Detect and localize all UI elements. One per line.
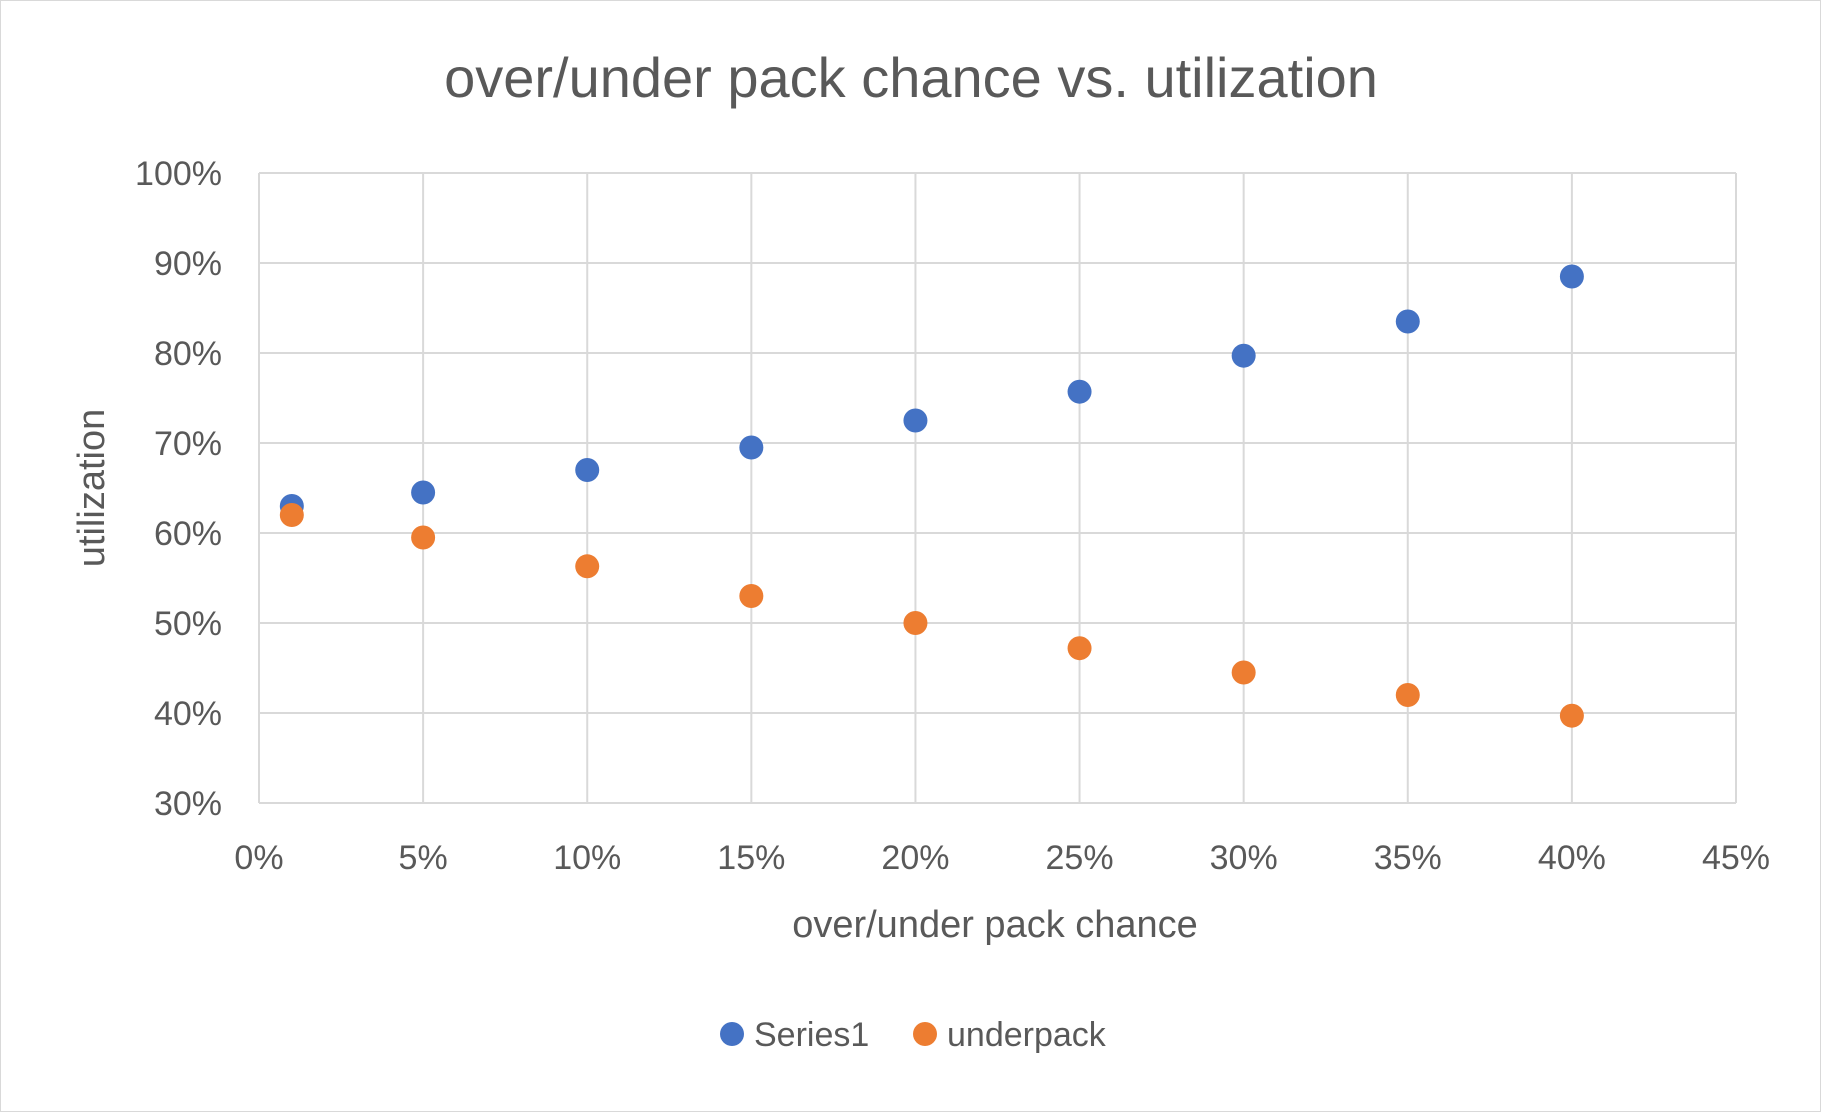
data-point [1231,660,1256,685]
data-point [1231,343,1256,368]
legend: Series1 underpack [720,1016,1107,1054]
y-tick-label: 80% [154,335,222,373]
x-tick-label: 40% [1538,839,1606,877]
data-point [575,554,600,579]
x-axis-ticks: 0% 5% 10% 15% 20% 25% 30% 35% 40% 45% [234,839,1770,877]
data-point [1395,683,1420,707]
y-tick-label: 60% [154,515,222,553]
x-axis-title: over/under pack chance [792,904,1198,946]
grid-lines [258,172,1737,804]
y-tick-label: 70% [154,425,222,463]
x-tick-label: 30% [1210,839,1278,877]
y-axis-title: utilization [71,409,113,567]
x-tick-label: 45% [1702,839,1770,877]
x-tick-label: 10% [553,839,621,877]
series-underpack [279,503,1584,728]
legend-marker-underpack [913,1022,937,1046]
data-point [279,503,304,527]
data-point [411,480,436,505]
data-points [279,264,1584,728]
y-axis-ticks: 30% 40% 50% 60% 70% 80% 90% 100% [135,155,222,823]
x-tick-label: 15% [717,839,785,877]
y-tick-label: 40% [154,695,222,733]
data-point [575,458,600,482]
x-tick-label: 5% [399,839,448,877]
chart-title: over/under pack chance vs. utilization [444,46,1378,109]
y-tick-label: 90% [154,245,222,283]
x-tick-label: 0% [234,839,283,877]
data-point [903,611,928,635]
data-point [1395,309,1420,334]
y-tick-label: 30% [154,785,222,823]
y-tick-label: 100% [135,155,222,193]
legend-marker-series1 [720,1022,744,1046]
legend-label-underpack: underpack [947,1016,1107,1054]
x-tick-label: 25% [1046,839,1114,877]
data-point [739,435,764,460]
data-point [1559,703,1584,728]
data-point [1067,636,1092,661]
x-tick-label: 20% [881,839,949,877]
y-tick-label: 50% [154,605,222,643]
data-point [1067,379,1092,404]
x-tick-label: 35% [1374,839,1442,877]
data-point [411,525,436,550]
data-point [1559,264,1584,289]
legend-label-series1: Series1 [754,1016,869,1054]
data-point [739,584,764,608]
data-point [903,408,928,433]
series-series1 [279,264,1584,518]
